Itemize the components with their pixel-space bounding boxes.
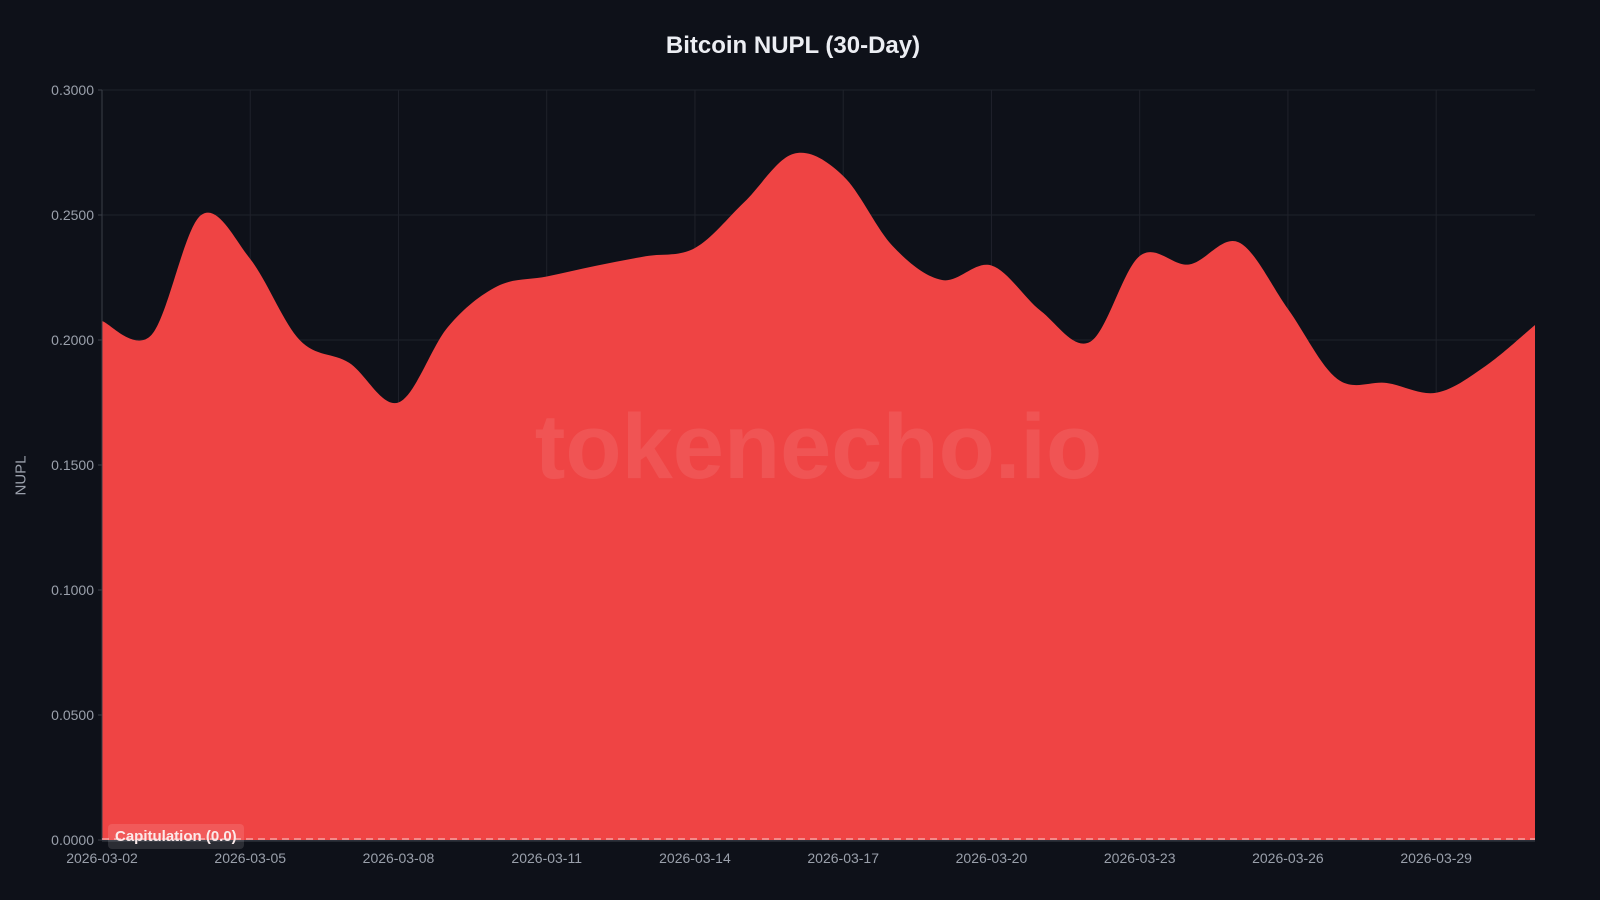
x-tick-label: 2026-03-29 — [1400, 850, 1472, 866]
nupl-area — [102, 152, 1535, 841]
y-tick-label: 0.1500 — [51, 457, 94, 473]
y-tick-label: 0.0500 — [51, 707, 94, 723]
x-tick-label: 2026-03-26 — [1252, 850, 1324, 866]
x-tick-label: 2026-03-02 — [66, 850, 138, 866]
y-tick-label: 0.2500 — [51, 207, 94, 223]
y-tick-label: 0.0000 — [51, 832, 94, 848]
x-tick-label: 2026-03-11 — [511, 850, 582, 866]
x-tick-label: 2026-03-17 — [807, 850, 879, 866]
capitulation-annotation: Capitulation (0.0) — [108, 824, 244, 849]
x-tick-label: 2026-03-05 — [214, 850, 286, 866]
y-tick-label: 0.3000 — [51, 82, 94, 98]
x-tick-label: 2026-03-08 — [363, 850, 435, 866]
y-tick-label: 0.2000 — [51, 332, 94, 348]
watermark: tokenecho.io — [535, 396, 1102, 498]
x-tick-label: 2026-03-14 — [659, 850, 731, 866]
y-tick-label: 0.1000 — [51, 582, 94, 598]
x-tick-label: 2026-03-20 — [956, 850, 1028, 866]
chart-title: Bitcoin NUPL (30-Day) — [665, 32, 921, 59]
x-tick-label: 2026-03-23 — [1104, 850, 1176, 866]
